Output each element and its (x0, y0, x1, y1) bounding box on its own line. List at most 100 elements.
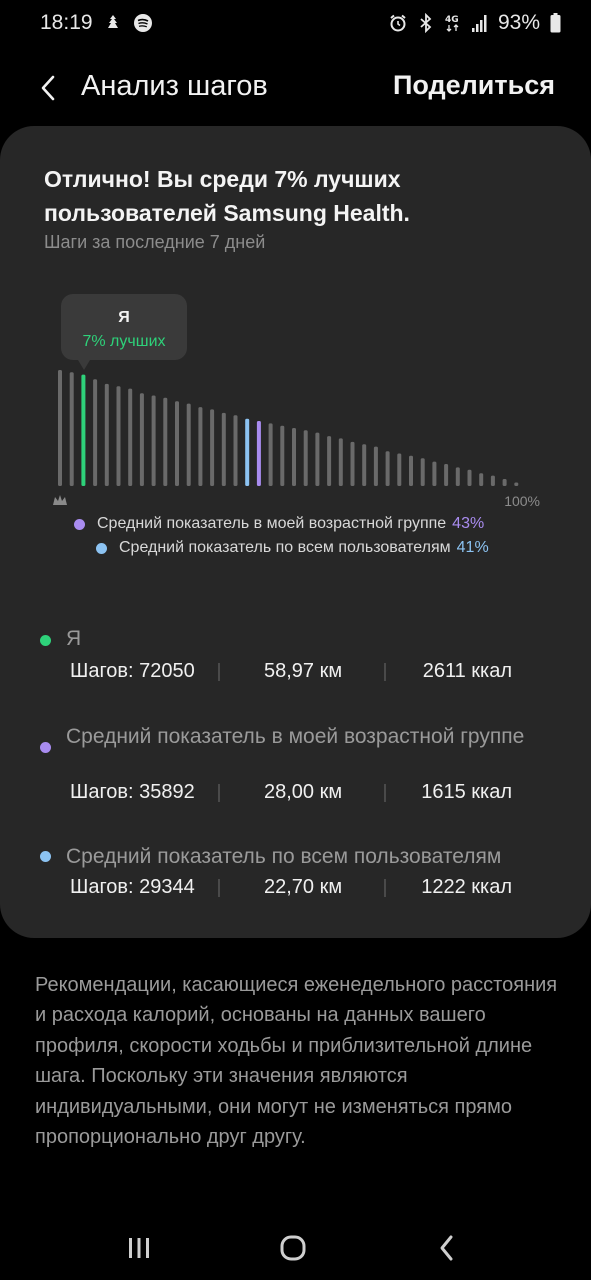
page-title: Анализ шагов (81, 70, 268, 102)
chart-bar (479, 473, 484, 486)
chart-bar (93, 379, 98, 486)
system-back-button[interactable] (427, 1230, 467, 1266)
chart-bar (514, 482, 519, 486)
4g-icon: 4G (444, 13, 462, 33)
battery-icon (550, 13, 561, 33)
chart-bar (69, 372, 74, 486)
chart-tooltip: Я 7% лучших (61, 294, 187, 370)
bluetooth-icon (418, 13, 434, 33)
chart-bar (198, 407, 203, 486)
chart-bar (280, 425, 285, 486)
chart-bar (233, 415, 238, 486)
home-button[interactable] (273, 1230, 313, 1266)
tooltip-bubble (61, 294, 187, 360)
stat-kcal-me: 2611 ккал (422, 660, 512, 682)
recent-apps-button[interactable] (119, 1230, 159, 1266)
stat-label-all: Средний показатель по всем пользователям (66, 845, 502, 868)
spotify-icon (133, 13, 153, 33)
status-time: 18:19 (40, 11, 93, 34)
stat-row-me: Шагов: 72050 58,97 км 2611 ккал (0, 660, 591, 690)
share-button[interactable]: Поделиться (392, 70, 555, 100)
chart-bar (315, 432, 320, 486)
stat-distance-me: 58,97 км (264, 660, 343, 682)
stat-row-age: Шагов: 35892 28,00 км 1615 ккал (0, 781, 591, 811)
stat-steps-all: Шагов: 29344 (70, 876, 195, 898)
chart-bar (467, 469, 472, 486)
legend-dot-age (74, 518, 85, 530)
legend-age-label: Средний показатель в моей возрастной гру… (97, 515, 447, 532)
axis-end-label: 100% (504, 493, 540, 509)
legend-dot-all (96, 542, 107, 554)
legend-all-pct: 41% (456, 539, 489, 556)
crown-icon (53, 495, 67, 505)
stat-steps-me: Шагов: 72050 (70, 660, 195, 682)
alarm-icon (388, 13, 408, 33)
chart-bar (163, 397, 168, 486)
percentile-chart: Я 7% лучших 100% (53, 294, 540, 509)
chart-bar (362, 444, 367, 486)
legend-all-users: Средний показатель по всем пользователям… (96, 539, 591, 557)
chart-bar (432, 461, 437, 486)
stat-label-age: Средний показатель в моей возрастной гру… (66, 725, 525, 748)
status-bar: 18:19 4G 93% (0, 0, 591, 46)
chart-bar-highlight (256, 421, 261, 486)
footnote: Рекомендации, касающиеся еженедельного р… (35, 974, 558, 1149)
legend-all-label: Средний показатель по всем пользователям (119, 539, 451, 556)
chart-bars (58, 370, 519, 486)
chart-bar (444, 464, 449, 486)
stat-steps-age: Шагов: 35892 (70, 781, 195, 803)
stat-dot-me (40, 635, 51, 646)
back-button[interactable] (28, 68, 68, 108)
divider (218, 784, 220, 802)
chart-bar (502, 479, 507, 486)
app-header: Анализ шагов Поделиться (0, 60, 591, 116)
chart-bar (338, 438, 343, 486)
chart-bar (397, 453, 402, 486)
tooltip-title: Я (118, 309, 130, 326)
legend-age-group: Средний показатель в моей возрастной гру… (74, 515, 591, 533)
divider (384, 879, 386, 897)
recent-apps-icon (129, 1238, 149, 1258)
divider (218, 879, 220, 897)
chart-bar (385, 451, 390, 486)
status-left: 18:19 (40, 11, 153, 35)
chart-bar (151, 395, 156, 486)
battery-percent: 93% (497, 11, 540, 34)
tooltip-value: 7% лучших (82, 333, 165, 350)
chart-bar (128, 388, 133, 486)
stat-distance-age: 28,00 км (264, 781, 343, 803)
chart-bar (490, 475, 495, 486)
stat-kcal-all: 1222 ккал (421, 876, 512, 898)
back-icon (440, 1235, 453, 1261)
divider (218, 663, 220, 681)
status-right: 4G 93% (388, 11, 561, 35)
stat-distance-all: 22,70 км (264, 876, 343, 898)
stat-dot-age (40, 742, 51, 753)
legend-age-pct: 43% (452, 515, 485, 532)
chart-bar (268, 423, 273, 486)
chart-bar (186, 403, 191, 486)
chart-bar (350, 441, 355, 486)
signal-icon (471, 14, 488, 32)
stat-row-all: Шагов: 29344 22,70 км 1222 ккал (0, 876, 591, 906)
chart-bar (409, 455, 413, 486)
chart-bar (175, 401, 179, 486)
notification-icon (103, 13, 123, 33)
chevron-left-icon (41, 75, 55, 101)
stat-kcal-age: 1615 ккал (421, 781, 512, 803)
chart-bar (139, 393, 144, 486)
chart-bar-highlight (81, 374, 86, 486)
chart-bar-highlight (245, 418, 250, 486)
chart-bar (104, 383, 109, 486)
stat-dot-all (40, 851, 51, 862)
stat-label-me: Я (66, 627, 82, 650)
chart-bar (292, 428, 296, 486)
headline: Отлично! Вы среди 7% лучших пользователе… (44, 166, 410, 226)
chart-bar (327, 436, 332, 486)
divider (384, 784, 386, 802)
chart-bar (420, 458, 425, 486)
divider (384, 663, 386, 681)
chart-bar (373, 446, 378, 486)
chart-bar (210, 409, 215, 486)
subtitle: Шаги за последние 7 дней (44, 232, 266, 252)
